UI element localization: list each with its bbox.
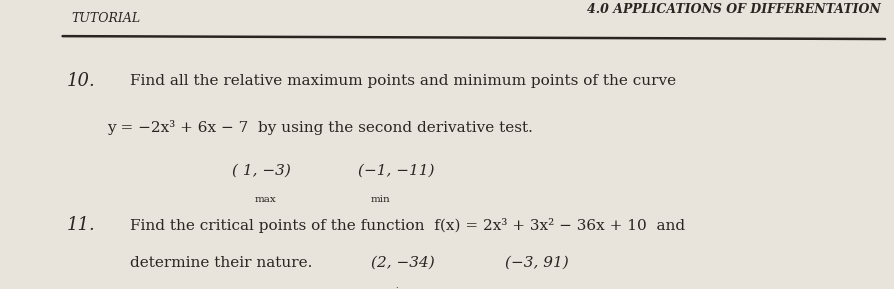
Text: min: min <box>371 195 391 204</box>
Text: Find the critical points of the function  f(x) = 2x³ + 3x² − 36x + 10  and: Find the critical points of the function… <box>130 218 685 233</box>
Text: (−1, −11): (−1, −11) <box>358 164 434 177</box>
Text: y = −2x³ + 6x − 7  by using the second derivative test.: y = −2x³ + 6x − 7 by using the second de… <box>107 120 533 135</box>
Text: 4.0 APPLICATIONS OF DIFFERENTATION: 4.0 APPLICATIONS OF DIFFERENTATION <box>586 3 881 16</box>
Text: 10.: 10. <box>67 72 96 90</box>
Text: (2, −34): (2, −34) <box>371 256 434 270</box>
Text: TUTORIAL: TUTORIAL <box>72 12 140 25</box>
Text: max: max <box>255 195 276 204</box>
Text: Find all the relative maximum points and minimum points of the curve: Find all the relative maximum points and… <box>130 74 676 88</box>
Text: ( 1, −3): ( 1, −3) <box>232 164 291 177</box>
Text: 11.: 11. <box>67 216 96 234</box>
Text: max: max <box>523 287 544 289</box>
Text: determine their nature.: determine their nature. <box>130 256 312 270</box>
Text: min: min <box>387 287 407 289</box>
Text: (−3, 91): (−3, 91) <box>505 256 569 270</box>
